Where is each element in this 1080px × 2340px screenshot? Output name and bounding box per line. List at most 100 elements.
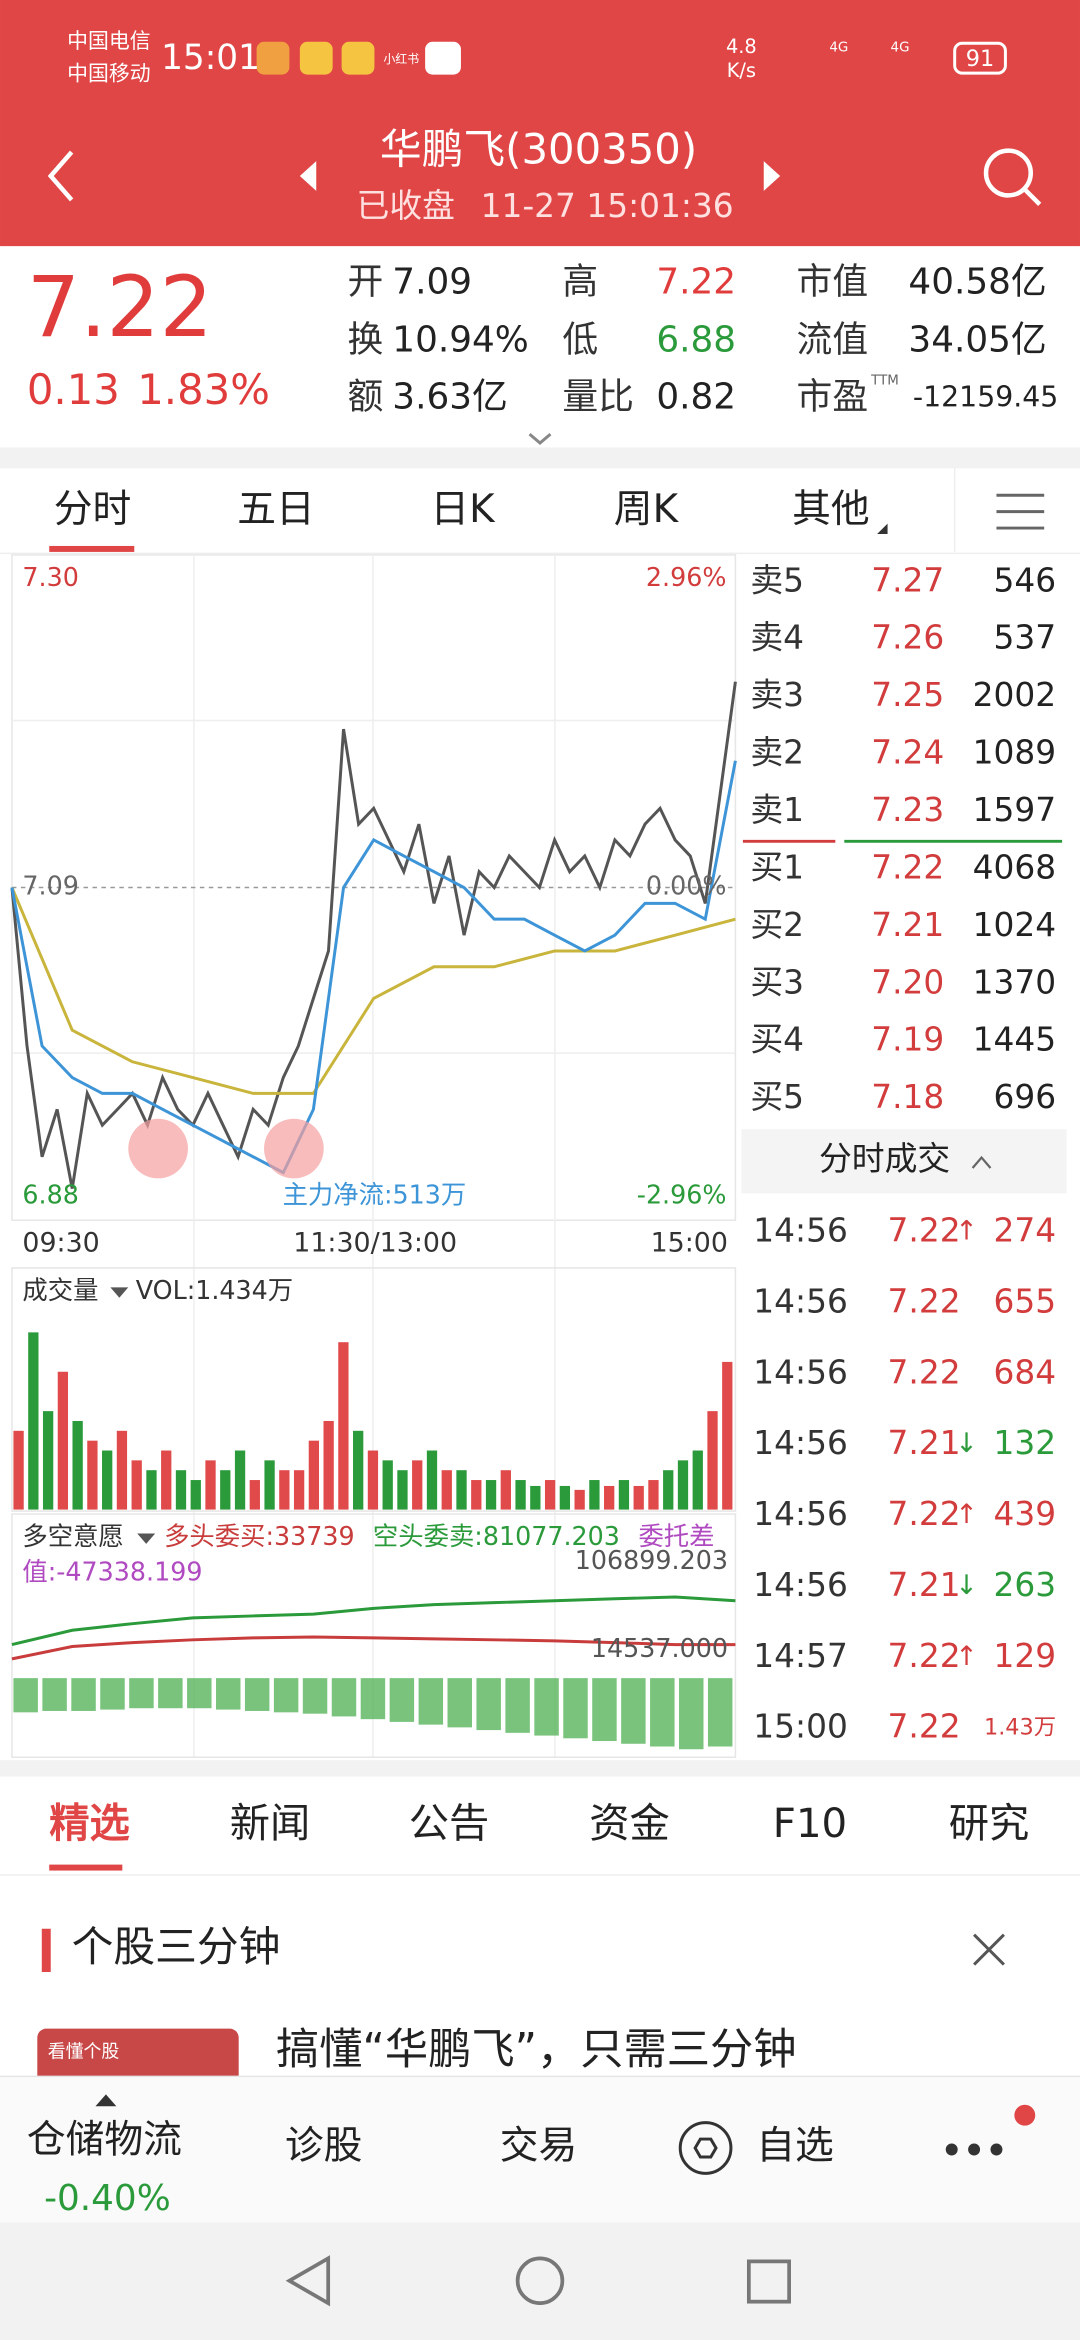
y2-tick-label: -2.96% xyxy=(637,1179,727,1209)
series-line xyxy=(10,760,737,1175)
trade-price: 7.21 xyxy=(888,1424,961,1462)
book-volume: 537 xyxy=(994,619,1057,657)
field-label: 低 xyxy=(562,320,598,361)
indicator-bar xyxy=(360,1678,386,1720)
carrier: 中国移动 xyxy=(67,62,150,86)
chart-tab[interactable]: 分时 xyxy=(54,487,132,532)
volume-bar xyxy=(441,1470,452,1510)
book-volume: 2002 xyxy=(973,676,1056,714)
volume-bar xyxy=(161,1450,172,1510)
volume-bar xyxy=(249,1480,260,1510)
volume-bar xyxy=(530,1485,541,1510)
trades-header-bg xyxy=(741,1129,1067,1194)
next-stock[interactable] xyxy=(763,161,781,191)
watchlist-icon[interactable] xyxy=(678,2121,733,2175)
trade-price: 7.22 xyxy=(888,1495,961,1533)
change: 0.13 xyxy=(27,365,120,414)
trade-time: 15:00 xyxy=(753,1708,848,1746)
article-thumb[interactable] xyxy=(37,2028,239,2089)
indicator-line xyxy=(11,1595,736,1647)
expand[interactable] xyxy=(528,432,552,445)
trade-volume: 132 xyxy=(994,1424,1057,1462)
book-volume: 1089 xyxy=(973,734,1056,772)
search-handle xyxy=(1023,187,1042,206)
trade-arrow: ↑ xyxy=(955,1499,978,1530)
close-button[interactable] xyxy=(973,1933,1005,1966)
menu-icon[interactable] xyxy=(996,493,1045,530)
more-dot[interactable] xyxy=(968,2143,981,2156)
more-dot[interactable] xyxy=(990,2143,1003,2156)
back-button[interactable] xyxy=(47,150,74,202)
book-label: 买4 xyxy=(750,1021,804,1059)
news-tab[interactable]: 精选 xyxy=(49,1801,130,1847)
indicator-bar xyxy=(447,1678,472,1728)
prev-stock[interactable] xyxy=(299,161,317,191)
net-unit: K/s xyxy=(727,59,756,82)
volume-bar xyxy=(13,1430,24,1510)
chart-tab[interactable]: 周K xyxy=(614,487,680,532)
chart-tab[interactable]: 其他 xyxy=(792,487,870,532)
nav-item[interactable]: 诊股 xyxy=(285,2124,363,2169)
nav-item[interactable]: 自选 xyxy=(756,2124,834,2169)
indicator-bar xyxy=(158,1678,183,1709)
chart-tab[interactable]: 日K xyxy=(430,487,496,532)
news-tab[interactable]: 研究 xyxy=(949,1801,1030,1847)
volume-bar xyxy=(57,1371,69,1510)
collapse-icon[interactable] xyxy=(971,1155,992,1169)
volume-bar xyxy=(574,1489,585,1510)
field-label: 换 xyxy=(348,320,384,361)
sector-caret xyxy=(95,2094,117,2107)
main-force-label: 主力净流:513万 xyxy=(283,1179,467,1209)
trade-arrow: ↓ xyxy=(955,1428,978,1459)
volume-bar xyxy=(205,1460,216,1510)
trade-volume: 263 xyxy=(994,1566,1057,1604)
trade-volume: 684 xyxy=(994,1353,1057,1391)
indicator-bar xyxy=(13,1678,38,1713)
volume-bar xyxy=(412,1460,423,1510)
news-tab[interactable]: 新闻 xyxy=(230,1801,311,1847)
nav-item[interactable]: 交易 xyxy=(500,2124,578,2169)
trade-volume: 439 xyxy=(994,1495,1057,1533)
volume-bar xyxy=(515,1480,526,1510)
book-volume: 1445 xyxy=(973,1021,1056,1059)
carrier: 中国电信 xyxy=(67,29,150,53)
badge-dot xyxy=(1014,2104,1036,2126)
indicator-bar xyxy=(71,1678,96,1711)
y-tick-label: 14537.000 xyxy=(591,1633,728,1663)
app-icon xyxy=(299,41,333,75)
plots xyxy=(10,681,737,1750)
bottom-nav-bg xyxy=(0,2076,1080,2223)
volume-bar xyxy=(353,1430,364,1510)
field-sup: TTM xyxy=(870,373,899,388)
trade-time: 14:56 xyxy=(753,1424,848,1462)
book-price: 7.25 xyxy=(871,676,944,714)
clock: 15:01 xyxy=(161,38,260,78)
trade-time: 14:56 xyxy=(753,1353,848,1391)
series-line xyxy=(10,681,737,1189)
nav-recent[interactable] xyxy=(746,2259,791,2304)
float-button[interactable] xyxy=(264,1118,324,1179)
sector-change: -0.40% xyxy=(44,2178,171,2219)
indicator-bar xyxy=(42,1678,67,1711)
article-title[interactable]: 搞懂“华鹏飞”，只需三分钟 xyxy=(276,2025,797,2075)
field-value: 6.88 xyxy=(656,320,736,361)
nav-back[interactable] xyxy=(285,2255,331,2307)
chart-tab[interactable]: 五日 xyxy=(237,487,315,532)
watchlist-hex xyxy=(693,2137,718,2159)
book-label: 买1 xyxy=(750,848,804,886)
sector-name[interactable]: 仓储物流 xyxy=(27,2118,182,2163)
volume-bar xyxy=(559,1485,571,1510)
search-button[interactable] xyxy=(983,148,1034,198)
x-tick-label: 15:00 xyxy=(651,1228,728,1259)
news-tab[interactable]: 公告 xyxy=(409,1801,490,1847)
volume-bar xyxy=(604,1485,615,1510)
tab-corner xyxy=(877,523,888,535)
book-label: 买3 xyxy=(750,963,804,1001)
news-tab[interactable]: F10 xyxy=(773,1801,847,1847)
more-dot[interactable] xyxy=(945,2143,958,2156)
field-label: 高 xyxy=(562,261,598,302)
nav-home[interactable] xyxy=(515,2256,565,2306)
news-tab[interactable]: 资金 xyxy=(589,1801,670,1847)
indicator-line xyxy=(11,1635,736,1661)
float-button[interactable] xyxy=(128,1118,188,1179)
